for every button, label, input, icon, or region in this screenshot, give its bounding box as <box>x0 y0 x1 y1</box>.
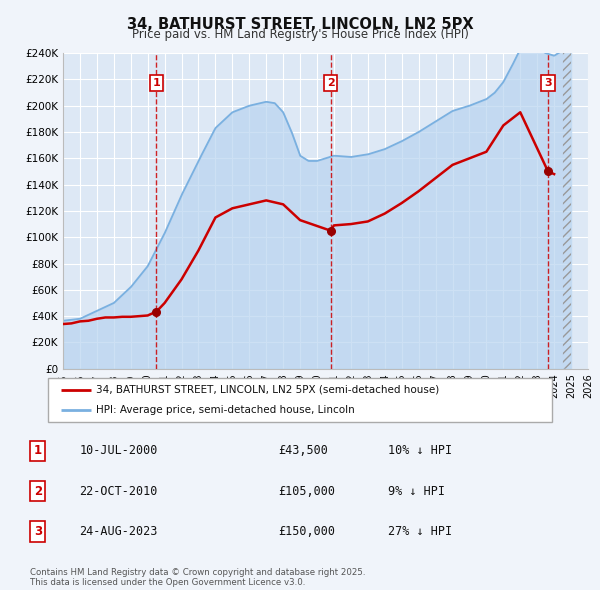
Text: 9% ↓ HPI: 9% ↓ HPI <box>388 484 445 498</box>
Text: 3: 3 <box>544 78 552 88</box>
Text: 22-OCT-2010: 22-OCT-2010 <box>79 484 158 498</box>
Text: 1: 1 <box>152 78 160 88</box>
Text: £150,000: £150,000 <box>278 525 335 538</box>
Text: HPI: Average price, semi-detached house, Lincoln: HPI: Average price, semi-detached house,… <box>96 405 355 415</box>
Text: £105,000: £105,000 <box>278 484 335 498</box>
Text: 24-AUG-2023: 24-AUG-2023 <box>79 525 158 538</box>
Text: 34, BATHURST STREET, LINCOLN, LN2 5PX: 34, BATHURST STREET, LINCOLN, LN2 5PX <box>127 17 473 31</box>
Text: 2: 2 <box>327 78 334 88</box>
Text: 27% ↓ HPI: 27% ↓ HPI <box>388 525 452 538</box>
Text: 34, BATHURST STREET, LINCOLN, LN2 5PX (semi-detached house): 34, BATHURST STREET, LINCOLN, LN2 5PX (s… <box>96 385 439 395</box>
FancyBboxPatch shape <box>48 378 552 422</box>
Text: Contains HM Land Registry data © Crown copyright and database right 2025.
This d: Contains HM Land Registry data © Crown c… <box>30 568 365 587</box>
Text: £43,500: £43,500 <box>278 444 328 457</box>
Text: 10-JUL-2000: 10-JUL-2000 <box>79 444 158 457</box>
Text: 10% ↓ HPI: 10% ↓ HPI <box>388 444 452 457</box>
Text: Price paid vs. HM Land Registry's House Price Index (HPI): Price paid vs. HM Land Registry's House … <box>131 28 469 41</box>
Text: 2: 2 <box>34 484 42 498</box>
Text: 3: 3 <box>34 525 42 538</box>
Text: 1: 1 <box>34 444 42 457</box>
